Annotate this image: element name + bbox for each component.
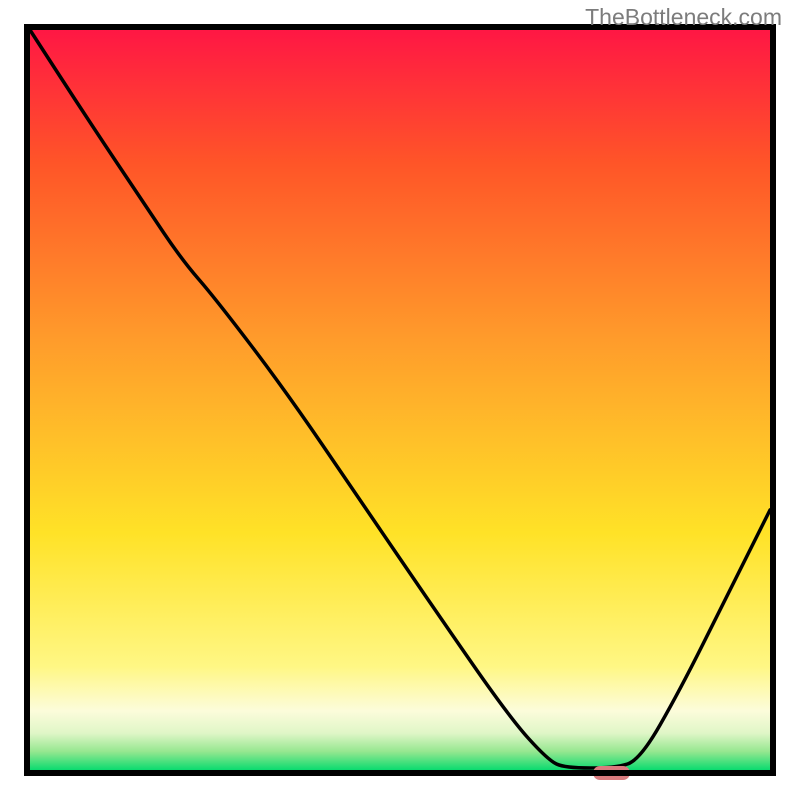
watermark-text: TheBottleneck.com: [585, 4, 782, 31]
chart-svg: [0, 0, 800, 800]
chart-container: TheBottleneck.com: [0, 0, 800, 800]
gradient-background: [30, 30, 770, 770]
